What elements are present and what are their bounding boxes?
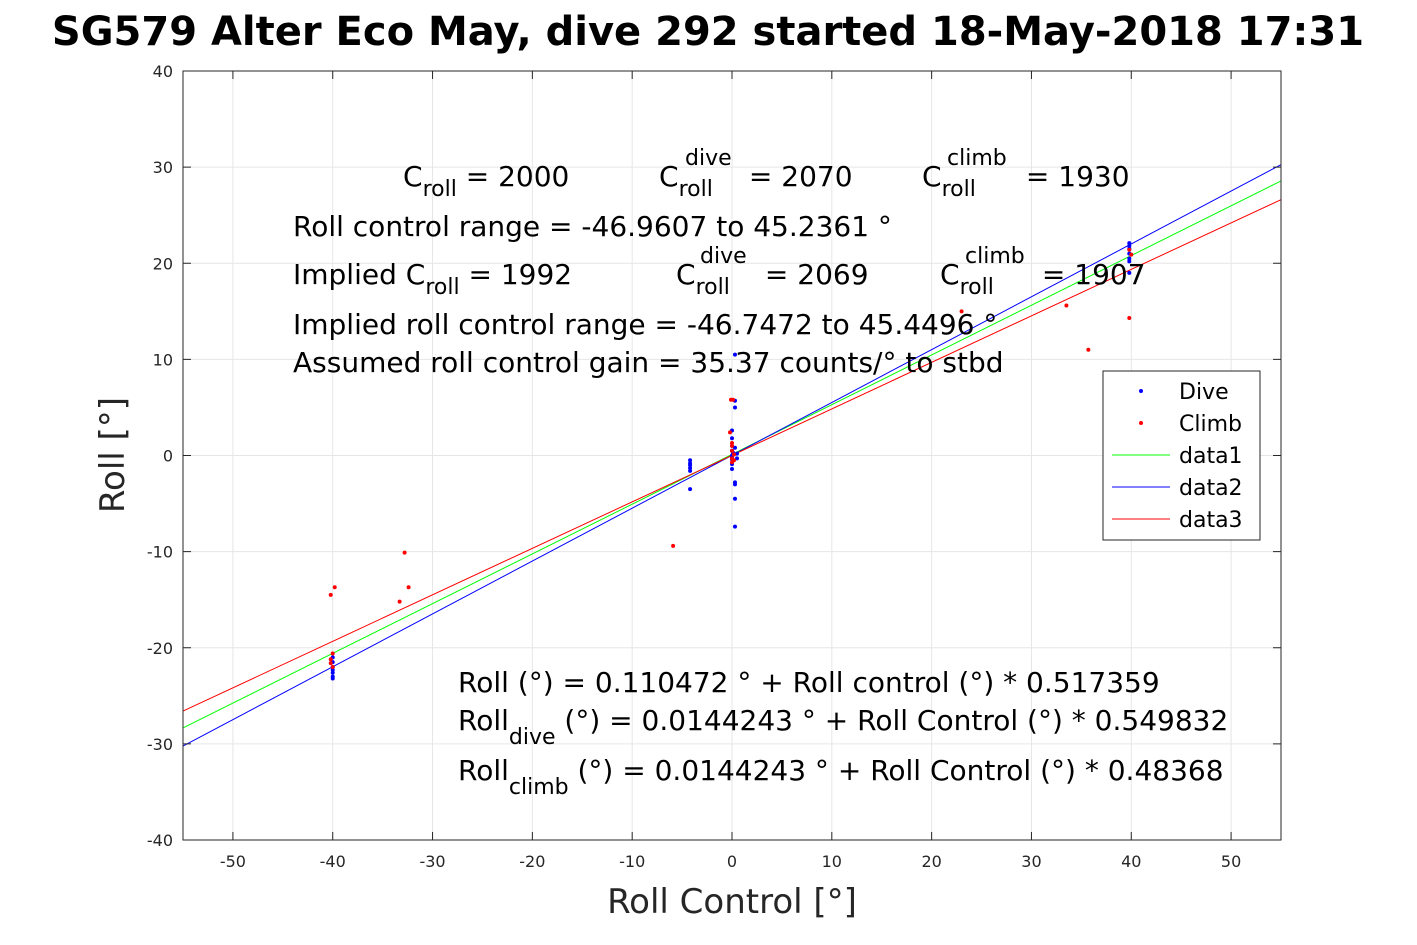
climb-point (330, 651, 335, 656)
y-tick-label: 30 (153, 158, 173, 177)
dive-point (1127, 241, 1132, 246)
legend-label-climb: Climb (1179, 412, 1242, 437)
dive-point (732, 405, 737, 410)
y-tick-label: 40 (153, 62, 173, 81)
y-tick-label: -20 (147, 639, 173, 658)
dive-point (732, 482, 737, 487)
y-tick-label: -10 (147, 543, 173, 562)
annotation-c-roll-dive: Crolldive = 2070 (659, 146, 853, 202)
dive-point (732, 445, 737, 450)
climb-point (730, 441, 734, 446)
x-tick-label: -20 (519, 852, 545, 871)
dive-point (688, 468, 693, 473)
dive-point (688, 458, 693, 463)
dive-point (330, 676, 335, 681)
climb-point (1129, 252, 1134, 257)
dive-point (732, 524, 737, 529)
dive-point (330, 670, 335, 675)
dive-point (734, 456, 739, 461)
climb-point (1127, 316, 1132, 321)
climb-point (671, 543, 676, 548)
x-tick-label: -10 (619, 852, 645, 871)
climb-point (731, 452, 736, 457)
y-axis-label: Roll [°] (93, 397, 133, 513)
climb-point (330, 664, 335, 669)
dive-point (1127, 243, 1132, 248)
climb-point (1086, 347, 1091, 352)
legend-label-data1: data1 (1179, 444, 1243, 469)
data-points (328, 241, 1134, 681)
dive-point (1127, 256, 1132, 261)
fit-equation-climb: Rollclimb (°) = 0.0144243 ° + Roll Contr… (458, 754, 1224, 800)
dive-point (730, 466, 734, 471)
climb-point (402, 550, 407, 555)
x-tick-label: 40 (1121, 852, 1141, 871)
dive-point (688, 463, 693, 468)
annotation-roll-control-range: Roll control range = -46.9607 to 45.2361… (293, 210, 892, 243)
climb-point (1064, 303, 1069, 308)
annotation-gain: Assumed roll control gain = 35.37 counts… (293, 346, 1004, 379)
y-tick-label: 0 (163, 447, 173, 466)
axis-ticks: -50 -40 -30 -20 -10 0 10 20 30 40 50 -40 -30 -20 -10 0 1… (147, 62, 1281, 871)
climb-point (730, 448, 734, 453)
y-tick-label: 20 (153, 254, 173, 273)
y-tick-label: -40 (147, 831, 173, 850)
climb-point (406, 585, 411, 590)
y-tick-label: -30 (147, 735, 173, 754)
legend-label-data3: data3 (1179, 508, 1243, 533)
y-tick-label: 10 (153, 350, 173, 369)
x-tick-label: 30 (1021, 852, 1041, 871)
climb-point (728, 430, 733, 435)
x-tick-label: 20 (921, 852, 941, 871)
dive-point (732, 352, 737, 357)
annotation-implied-c-roll-climb: Crollclimb = 1907 (940, 244, 1146, 300)
legend-label-dive: Dive (1179, 380, 1229, 405)
chart-title: SG579 Alter Eco May, dive 292 started 18… (52, 9, 1364, 55)
dive-point (730, 436, 734, 441)
fit-equation-all: Roll (°) = 0.110472 ° + Roll control (°)… (458, 666, 1160, 699)
climb-point (397, 599, 402, 604)
x-tick-label: 0 (727, 852, 737, 871)
dive-point (732, 496, 737, 501)
climb-point (1127, 247, 1132, 252)
climb-point (730, 443, 734, 448)
climb-point (328, 592, 333, 597)
legend-swatch-dive (1139, 389, 1143, 393)
x-tick-label: -30 (419, 852, 445, 871)
legend-swatch-climb (1139, 421, 1143, 425)
climb-point (332, 585, 337, 590)
dive-point (1127, 259, 1132, 264)
x-tick-label: 10 (822, 852, 842, 871)
annotation-implied-c-roll-dive: Crolldive = 2069 (676, 244, 869, 300)
climb-point (959, 309, 964, 314)
dive-point (330, 667, 335, 672)
fit-equation-dive: Rolldive (°) = 0.0144243 ° + Roll Contro… (458, 704, 1228, 750)
legend-label-data2: data2 (1179, 476, 1243, 501)
dive-point (688, 487, 693, 492)
x-tick-label: -50 (220, 852, 246, 871)
x-axis-label: Roll Control [°] (607, 882, 857, 922)
annotation-c-roll: Croll = 2000 (403, 160, 569, 202)
x-tick-label: 50 (1221, 852, 1241, 871)
dive-point (688, 465, 693, 470)
x-tick-label: -40 (320, 852, 346, 871)
dive-point (1127, 270, 1132, 275)
climb-point (729, 397, 734, 402)
legend: Dive Climb data1 data2 data3 (1102, 370, 1261, 541)
annotation-implied-c-roll: Implied Croll = 1992 (293, 258, 572, 300)
climb-point (328, 657, 333, 662)
annotation-c-roll-climb: Crollclimb = 1930 (922, 146, 1130, 202)
climb-point (731, 458, 736, 463)
climb-point (328, 661, 333, 666)
annotation-implied-range: Implied roll control range = -46.7472 to… (293, 308, 997, 341)
